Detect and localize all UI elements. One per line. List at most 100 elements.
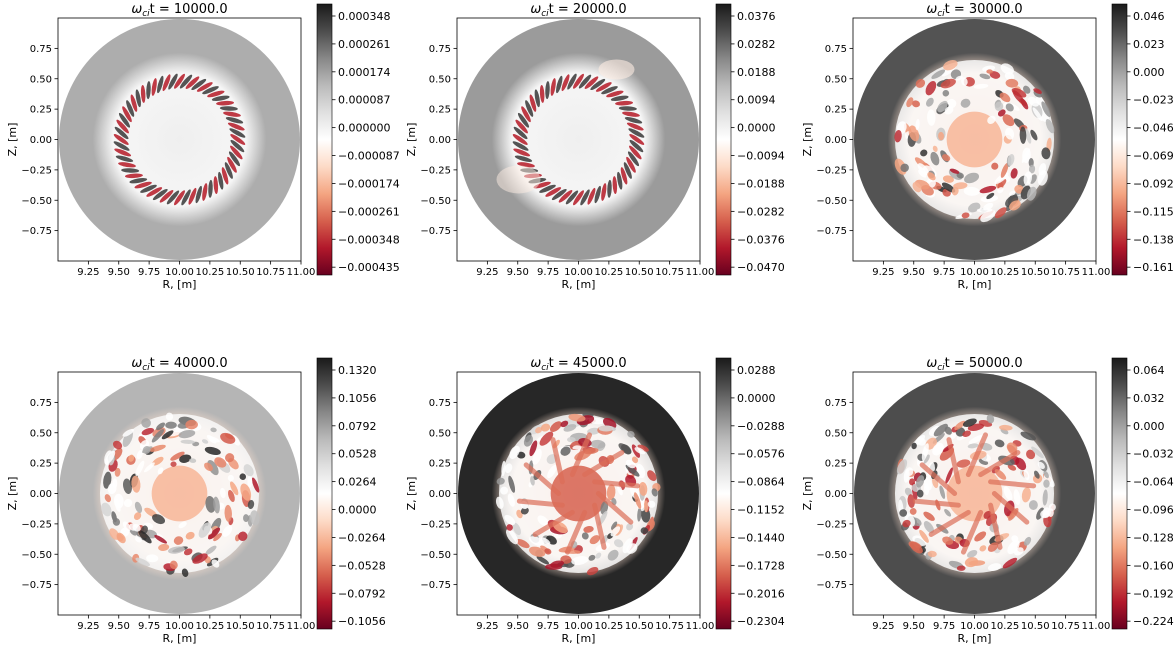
colorbar-tick-label: −0.192 xyxy=(1133,587,1174,600)
colorbar-tick-label: 0.0528 xyxy=(338,448,377,461)
turbulent-eddy xyxy=(520,507,529,515)
colorbar-tick-label: 0.000087 xyxy=(338,94,391,107)
turbulent-eddy xyxy=(185,531,195,540)
y-tick-label: −0.75 xyxy=(816,580,847,591)
turbulent-eddy xyxy=(919,529,929,543)
colorbar-tick-label: 0.032 xyxy=(1133,392,1165,405)
turbulent-eddy xyxy=(173,536,184,545)
y-tick-label: 0.00 xyxy=(429,489,451,500)
turbulent-eddy xyxy=(563,424,577,432)
x-axis-label: R, [m] xyxy=(958,632,992,645)
turbulent-eddy xyxy=(170,461,177,467)
x-tick-label: 9.25 xyxy=(476,267,498,278)
turbulent-eddy xyxy=(945,467,953,484)
ring-filament xyxy=(517,162,535,168)
x-tick-label: 10.50 xyxy=(1021,621,1050,632)
turbulent-eddy xyxy=(637,507,642,522)
turbulent-eddy xyxy=(1042,507,1051,518)
y-tick-label: 0.75 xyxy=(825,398,847,409)
turbulent-eddy xyxy=(617,484,623,496)
y-tick-label: 0.25 xyxy=(429,459,451,470)
ring-filament xyxy=(529,94,537,112)
colorbar-tick-label: −0.000435 xyxy=(338,261,400,274)
ring-filament xyxy=(126,100,135,117)
turbulent-eddy xyxy=(906,97,914,108)
x-tick-label: 10.50 xyxy=(625,267,654,278)
colorbar-tick-label: 0.0000 xyxy=(737,122,776,135)
turbulent-eddy xyxy=(921,443,929,461)
turbulent-eddy xyxy=(1034,470,1040,479)
turbulent-eddy xyxy=(138,530,152,544)
turbulent-eddy xyxy=(994,172,1009,185)
turbulent-eddy xyxy=(956,565,966,571)
turbulent-eddy xyxy=(987,542,999,552)
x-tick-label: 9.50 xyxy=(507,267,529,278)
turbulent-eddy xyxy=(152,514,166,525)
turbulent-eddy xyxy=(495,496,504,509)
y-tick-label: −0.25 xyxy=(816,519,847,530)
colorbar-tick-label: 0.0792 xyxy=(338,420,377,433)
ring-filament xyxy=(118,112,131,128)
y-tick-label: 0.25 xyxy=(30,459,52,470)
turbulent-eddy xyxy=(997,109,1006,117)
ring-filament xyxy=(607,179,612,198)
x-tick-label: 9.75 xyxy=(537,267,559,278)
x-tick-label: 10.50 xyxy=(226,621,255,632)
turbulent-eddy xyxy=(963,186,980,196)
turbulent-eddy xyxy=(634,447,646,455)
ring-filament xyxy=(223,111,241,117)
x-tick-label: 11.00 xyxy=(686,621,715,632)
y-tick-label: 0.25 xyxy=(30,105,52,116)
turbulent-eddy xyxy=(979,73,991,80)
x-tick-label: 9.25 xyxy=(77,267,99,278)
colorbar-tick-label: 0.0188 xyxy=(737,66,776,79)
ring-filament xyxy=(124,173,143,179)
ring-filament xyxy=(229,128,246,138)
colorbar-tick-label: −0.0282 xyxy=(737,205,785,218)
ring-filament xyxy=(580,189,590,206)
y-axis-label: Z, [m] xyxy=(801,477,814,511)
turbulent-eddy xyxy=(942,536,954,545)
spiral-arm xyxy=(991,491,1030,525)
turbulent-eddy xyxy=(651,488,658,497)
colorbar-tick-label: 0.1056 xyxy=(338,392,377,405)
turbulent-eddy xyxy=(529,440,538,457)
colorbar-tick-label: −0.032 xyxy=(1133,448,1174,461)
turbulent-eddy xyxy=(185,419,198,430)
colorbar-tick-label: −0.0576 xyxy=(737,448,785,461)
ring-filament xyxy=(606,90,624,98)
turbulent-eddy xyxy=(983,202,994,211)
turbulent-eddy xyxy=(631,444,641,458)
ring-filament xyxy=(227,156,237,173)
ring-filament xyxy=(594,185,601,204)
turbulent-eddy xyxy=(1002,114,1015,127)
turbulent-eddy xyxy=(141,427,155,436)
turbulent-eddy xyxy=(927,109,936,126)
turbulent-eddy xyxy=(201,439,209,444)
turbulent-eddy xyxy=(537,515,549,526)
ring-filament xyxy=(196,82,213,92)
turbulent-eddy xyxy=(991,162,999,170)
turbulent-eddy xyxy=(142,445,151,454)
turbulent-eddy xyxy=(505,528,519,545)
turbulent-eddy xyxy=(986,414,995,424)
turbulent-eddy xyxy=(962,418,977,427)
ring-filament xyxy=(159,190,174,203)
turbulent-eddy xyxy=(647,500,656,508)
ring-filament xyxy=(188,187,197,205)
ring-filament xyxy=(135,89,141,108)
turbulent-eddy xyxy=(547,464,557,479)
turbulent-eddy xyxy=(116,532,126,544)
colorbar-tick-label: 0.000174 xyxy=(338,66,391,79)
colorbar-tick-label: −0.0264 xyxy=(338,531,386,544)
spiral-arm xyxy=(569,432,593,478)
ring-filament xyxy=(512,134,528,145)
x-tick-label: 10.75 xyxy=(655,267,684,278)
ring-filament xyxy=(590,78,606,91)
turbulent-eddy xyxy=(923,483,930,496)
turbulent-eddy xyxy=(915,78,926,88)
turbulent-eddy xyxy=(204,446,221,456)
y-tick-label: 0.50 xyxy=(30,428,52,439)
ring-filament xyxy=(622,111,640,117)
turbulent-eddy xyxy=(607,549,619,561)
